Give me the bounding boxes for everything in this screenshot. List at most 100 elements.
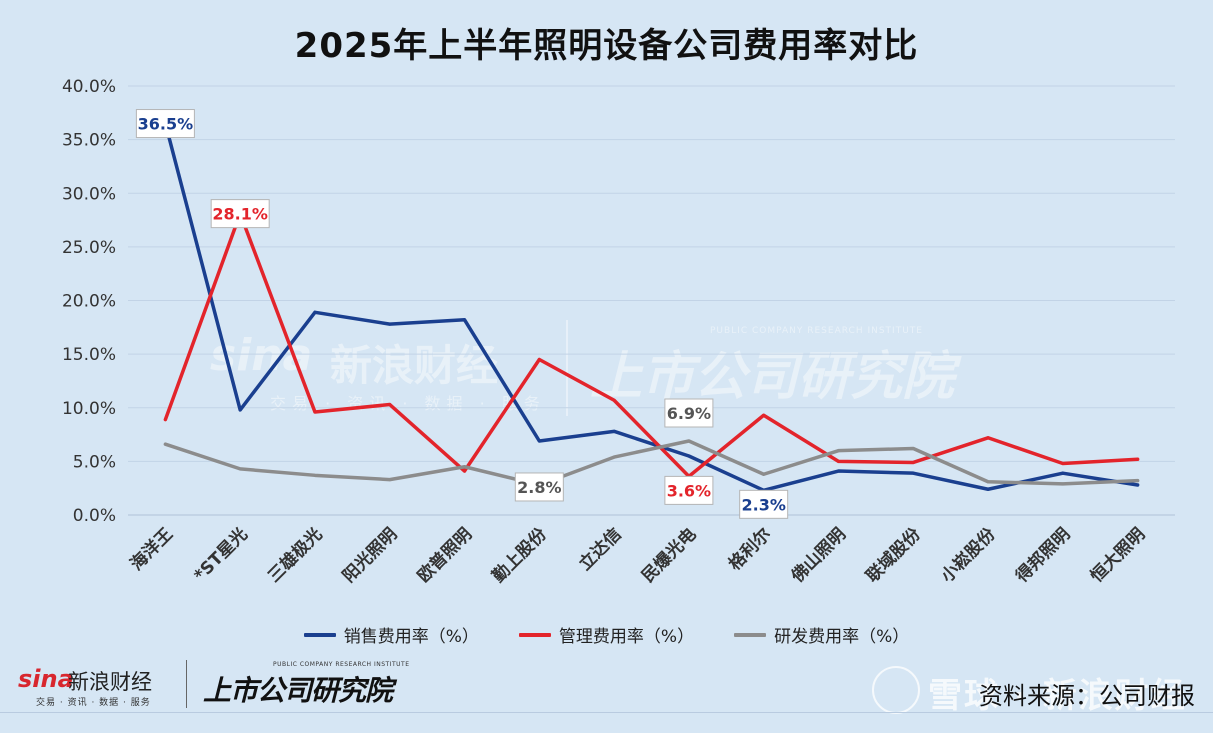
data-label: 3.6% [667, 481, 711, 500]
site-watermark-text: 雪球 · 新浪财经 [928, 676, 1187, 716]
series-line [163, 121, 1140, 493]
data-point [388, 403, 392, 407]
y-tick-label: 35.0% [62, 131, 116, 151]
data-point [1136, 457, 1140, 461]
legend-swatch-rd [734, 632, 767, 637]
footer-logo: sina 新浪财经 交易 · 资讯 · 数据 · 服务 PUBLIC COMPA… [12, 656, 432, 712]
legend-swatch-admin [518, 632, 551, 637]
data-point [986, 487, 990, 491]
x-tick-label: 三雄极光 [264, 524, 327, 587]
data-point [463, 465, 467, 469]
data-label-box [210, 199, 270, 229]
data-point [1061, 482, 1065, 486]
data-point [163, 442, 167, 446]
legend-item-sales: 销售费用率（%） [303, 622, 479, 647]
x-tick-label: 民爆光电 [637, 524, 700, 587]
data-point [537, 439, 541, 443]
data-point [687, 454, 691, 458]
x-tick-label: *ST星光 [190, 524, 252, 586]
x-tick-label: 得邦照明 [1011, 524, 1075, 588]
x-tick-label: 立达信 [575, 524, 626, 575]
chart-legend: 销售费用率（%） 管理费用率（%） 研发费用率（%） [0, 622, 1213, 647]
y-tick-label: 5.0% [73, 452, 116, 472]
data-point [911, 447, 915, 451]
x-tick-label: 阳光照明 [338, 524, 401, 587]
x-tick-label: 海洋王 [126, 524, 177, 575]
data-point [762, 472, 766, 476]
data-point [238, 467, 242, 471]
chart-title: 2025年上半年照明设备公司费用率对比 [294, 26, 919, 66]
data-point [762, 413, 766, 417]
data-point [612, 429, 616, 433]
legend-swatch-sales [303, 632, 336, 637]
data-label: 28.1% [212, 205, 268, 224]
data-point [313, 410, 317, 414]
data-label-box [664, 398, 714, 428]
data-point [836, 469, 840, 473]
y-tick-label: 30.0% [62, 184, 116, 204]
data-label: 2.8% [517, 478, 561, 497]
x-tick-label: 欧普照明 [413, 524, 476, 587]
data-label: 2.3% [741, 495, 785, 514]
legend-label-sales: 销售费用率（%） [343, 627, 479, 647]
legend-label-rd: 研发费用率（%） [774, 627, 910, 647]
y-tick-label: 0.0% [73, 506, 116, 526]
x-tick-label: 恒大照明 [1086, 524, 1149, 587]
series-line [163, 439, 1140, 487]
data-label: 6.9% [667, 404, 711, 423]
data-point [1136, 479, 1140, 483]
data-point [163, 418, 167, 422]
y-tick-label: 25.0% [62, 238, 116, 258]
y-tick-label: 10.0% [62, 399, 116, 419]
institute-logo-en: PUBLIC COMPANY RESEARCH INSTITUTE [273, 661, 410, 668]
legend-item-admin: 管理费用率（%） [518, 622, 695, 647]
data-point [313, 473, 317, 477]
x-tick-label: 联域股份 [862, 523, 926, 587]
y-tick-label: 15.0% [62, 345, 116, 365]
data-point [1061, 471, 1065, 475]
legend-item-rd: 研发费用率（%） [734, 622, 909, 647]
data-point [986, 480, 990, 484]
sina-logo-sub: 交易 · 资讯 · 数据 · 服务 [36, 698, 151, 708]
data-point [388, 322, 392, 326]
data-point [836, 459, 840, 463]
legend-label-admin: 管理费用率（%） [558, 627, 695, 647]
data-point [463, 469, 467, 473]
y-tick-label: 40.0% [62, 77, 116, 97]
line-chart: 0.0% 5.0% 10.0% 15.0% 20.0% 25.0% 30.0% 35.0% 40… [62, 77, 1175, 588]
data-point [687, 439, 691, 443]
data-point [836, 449, 840, 453]
data-point [463, 318, 467, 322]
x-tick-label: 勤上股份 [488, 523, 552, 587]
data-point [1061, 462, 1065, 466]
data-point [537, 357, 541, 361]
x-tick-label: 佛山照明 [786, 524, 850, 588]
source-note: 资料来源：公司财报 [979, 682, 1195, 710]
data-label: 36.5% [138, 115, 194, 134]
series-line [163, 211, 1140, 479]
data-point [911, 471, 915, 475]
logo-divider [186, 660, 187, 708]
x-tick-label: 小崧股份 [937, 523, 1001, 587]
data-point [313, 310, 317, 314]
x-tick-label: 格利尔 [724, 524, 775, 575]
footer-divider [0, 712, 1213, 713]
data-point [1136, 483, 1140, 487]
sina-finance-logo: sina 新浪财经 交易 · 资讯 · 数据 · 服务 [12, 659, 172, 709]
institute-logo-cn: 上市公司研究院 [203, 674, 393, 707]
data-point [388, 478, 392, 482]
sina-logo-word: sina [18, 665, 74, 693]
sina-logo-cn: 新浪财经 [68, 670, 152, 694]
y-tick-label: 20.0% [62, 292, 116, 312]
data-label-box [135, 109, 195, 139]
data-point [612, 455, 616, 459]
data-label-box [514, 472, 564, 502]
data-point [911, 460, 915, 464]
data-label-box [664, 475, 714, 505]
data-point [986, 436, 990, 440]
institute-logo: PUBLIC COMPANY RESEARCH INSTITUTE 上市公司研究… [201, 659, 421, 709]
data-label-box [739, 489, 789, 519]
snowball-icon [872, 666, 920, 714]
data-point [612, 398, 616, 402]
site-watermark: 雪球 · 新浪财经 [872, 666, 1187, 717]
